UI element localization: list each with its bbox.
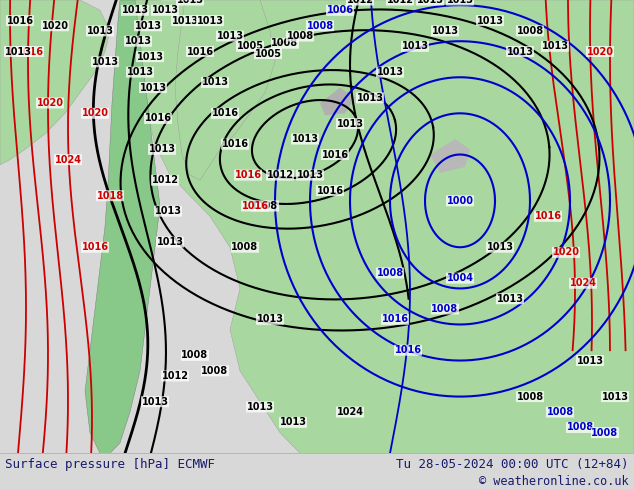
Text: 1013: 1013 <box>86 26 113 36</box>
Text: 1013: 1013 <box>486 242 514 252</box>
Text: 1008: 1008 <box>181 350 209 360</box>
Text: 1013: 1013 <box>401 41 429 51</box>
Text: © weatheronline.co.uk: © weatheronline.co.uk <box>479 474 629 488</box>
Text: 1013: 1013 <box>602 392 628 402</box>
Text: 1024: 1024 <box>569 278 597 288</box>
Text: 1013: 1013 <box>496 294 524 304</box>
Text: 1004: 1004 <box>446 273 474 283</box>
Text: 1008: 1008 <box>252 201 278 211</box>
Text: 1008: 1008 <box>231 242 259 252</box>
Text: 1013: 1013 <box>507 47 533 56</box>
Text: 1008: 1008 <box>271 38 299 48</box>
Text: 1012: 1012 <box>162 371 188 381</box>
Text: 1013: 1013 <box>446 0 474 5</box>
Polygon shape <box>175 0 275 180</box>
Text: 1016: 1016 <box>316 186 344 196</box>
Text: 1013: 1013 <box>216 31 243 41</box>
Text: 1016: 1016 <box>235 170 261 180</box>
Text: 1012: 1012 <box>266 170 294 180</box>
Text: 1013: 1013 <box>148 145 176 154</box>
Text: 1013: 1013 <box>155 206 181 216</box>
Text: 1013: 1013 <box>477 16 503 25</box>
Text: 1024: 1024 <box>55 155 82 165</box>
Text: 1013: 1013 <box>247 402 273 412</box>
Text: 1013: 1013 <box>257 315 283 324</box>
Text: 1013: 1013 <box>127 67 153 77</box>
Text: 1016: 1016 <box>212 108 238 118</box>
Text: 1008: 1008 <box>592 428 619 438</box>
Polygon shape <box>430 139 470 173</box>
Text: 1013: 1013 <box>134 21 162 31</box>
Text: 1008: 1008 <box>287 31 314 41</box>
Text: 1016: 1016 <box>186 47 214 56</box>
Text: 1013: 1013 <box>172 16 198 25</box>
Text: 1020: 1020 <box>37 98 63 108</box>
Polygon shape <box>120 0 634 453</box>
Text: 1008: 1008 <box>547 407 574 417</box>
Text: 1016: 1016 <box>382 315 408 324</box>
Text: 1020: 1020 <box>41 21 68 31</box>
Text: 1016: 1016 <box>321 149 349 160</box>
Text: 1013: 1013 <box>157 237 183 247</box>
Text: 1013: 1013 <box>141 397 169 407</box>
Text: 1008: 1008 <box>306 21 333 31</box>
Text: 1013: 1013 <box>297 170 323 180</box>
Text: 1008: 1008 <box>566 422 593 433</box>
Text: 1013: 1013 <box>176 0 204 5</box>
Text: 1016: 1016 <box>16 47 44 56</box>
Text: 1013: 1013 <box>122 5 148 15</box>
Text: 1013: 1013 <box>356 93 384 103</box>
Text: 1012: 1012 <box>152 175 179 185</box>
Text: 1020: 1020 <box>586 47 614 56</box>
Text: 1006: 1006 <box>327 5 354 15</box>
Text: 1013: 1013 <box>280 417 306 427</box>
Text: 1008: 1008 <box>432 304 458 314</box>
Text: 1018: 1018 <box>96 191 124 201</box>
Text: 1016: 1016 <box>394 345 422 355</box>
Text: 1008: 1008 <box>517 392 543 402</box>
Text: 1013: 1013 <box>202 77 228 87</box>
Text: 1020: 1020 <box>552 247 579 257</box>
Text: 1012: 1012 <box>387 0 413 5</box>
Text: 1000: 1000 <box>446 196 474 206</box>
Text: 1013: 1013 <box>124 36 152 46</box>
Text: Surface pressure [hPa] ECMWF: Surface pressure [hPa] ECMWF <box>5 458 215 471</box>
Text: 1008: 1008 <box>377 268 404 278</box>
Text: Tu 28-05-2024 00:00 UTC (12+84): Tu 28-05-2024 00:00 UTC (12+84) <box>396 458 629 471</box>
Text: 1013: 1013 <box>576 356 604 366</box>
Text: 1016: 1016 <box>6 16 34 25</box>
Text: 1008: 1008 <box>202 366 229 376</box>
Text: 1013: 1013 <box>136 51 164 62</box>
Text: 1016: 1016 <box>242 201 269 211</box>
Text: 1020: 1020 <box>82 108 108 118</box>
Polygon shape <box>0 0 110 165</box>
Polygon shape <box>85 0 160 453</box>
Text: 1012: 1012 <box>347 0 373 5</box>
Text: 1016: 1016 <box>82 242 108 252</box>
Text: 1013: 1013 <box>292 134 318 144</box>
Text: 1005: 1005 <box>236 41 264 51</box>
Text: 1013: 1013 <box>152 5 179 15</box>
Text: 1016: 1016 <box>145 114 172 123</box>
Text: 1005: 1005 <box>254 49 281 59</box>
Text: 1013: 1013 <box>377 67 403 77</box>
Text: 1024: 1024 <box>337 407 363 417</box>
Text: 1013: 1013 <box>197 16 224 25</box>
Text: 1013: 1013 <box>417 0 444 5</box>
Text: 1013: 1013 <box>541 41 569 51</box>
Text: 1008: 1008 <box>517 26 543 36</box>
Polygon shape <box>320 88 355 115</box>
Text: 1013: 1013 <box>4 47 32 56</box>
Text: 1013: 1013 <box>337 119 363 128</box>
Text: 1016: 1016 <box>221 139 249 149</box>
Text: 1013: 1013 <box>139 82 167 93</box>
Text: 1013: 1013 <box>432 26 458 36</box>
Text: 1016: 1016 <box>534 211 562 221</box>
Text: 1013: 1013 <box>91 57 119 67</box>
